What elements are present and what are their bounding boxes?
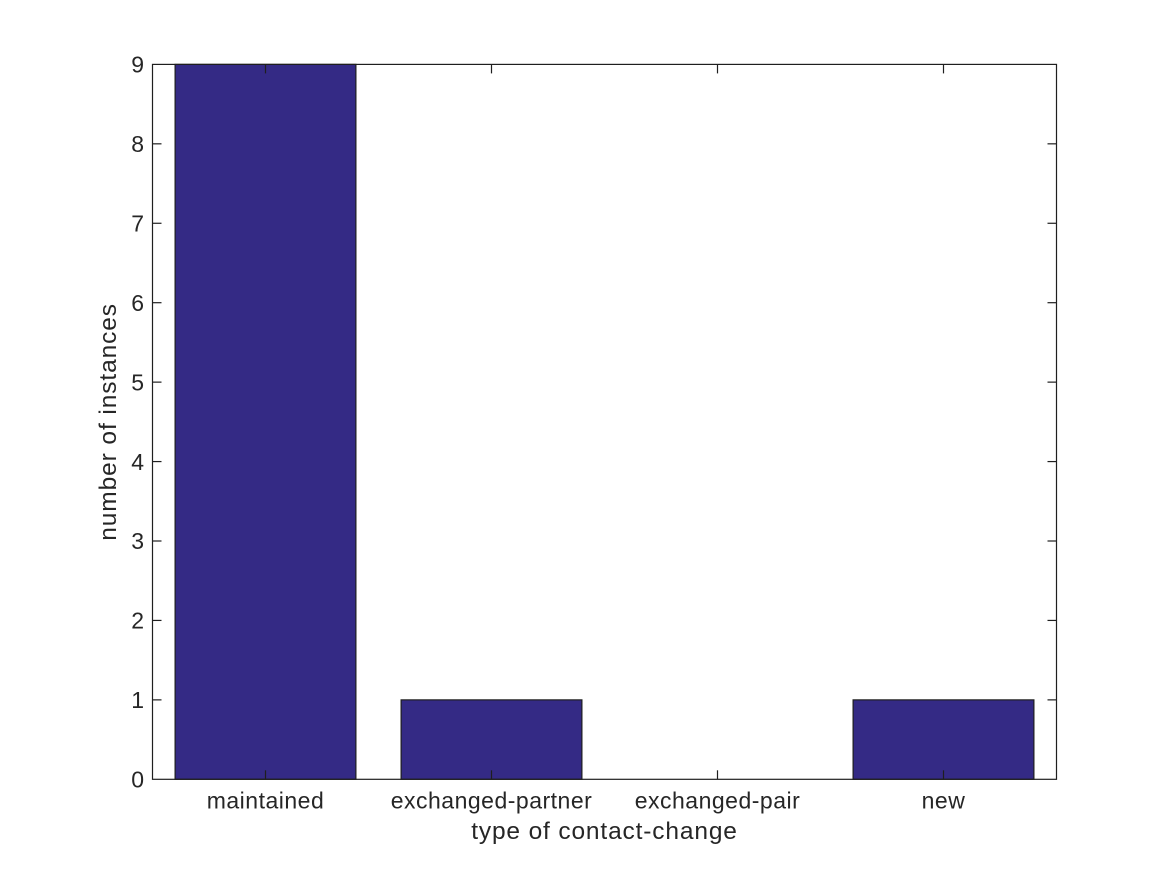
svg-text:exchanged-partner: exchanged-partner (391, 788, 593, 814)
svg-text:9: 9 (131, 52, 144, 78)
svg-text:type of contact-change: type of contact-change (471, 818, 738, 845)
svg-text:7: 7 (131, 210, 144, 236)
svg-text:exchanged-pair: exchanged-pair (635, 788, 801, 814)
svg-text:3: 3 (131, 528, 144, 554)
svg-text:8: 8 (131, 131, 144, 157)
svg-text:0: 0 (131, 767, 144, 793)
svg-text:5: 5 (131, 369, 144, 395)
svg-text:6: 6 (131, 290, 144, 316)
svg-text:2: 2 (131, 608, 144, 634)
svg-text:1: 1 (131, 687, 144, 713)
svg-text:number of instances: number of instances (95, 303, 122, 541)
svg-text:maintained: maintained (207, 788, 325, 814)
svg-text:4: 4 (131, 449, 144, 475)
svg-text:new: new (922, 788, 966, 814)
